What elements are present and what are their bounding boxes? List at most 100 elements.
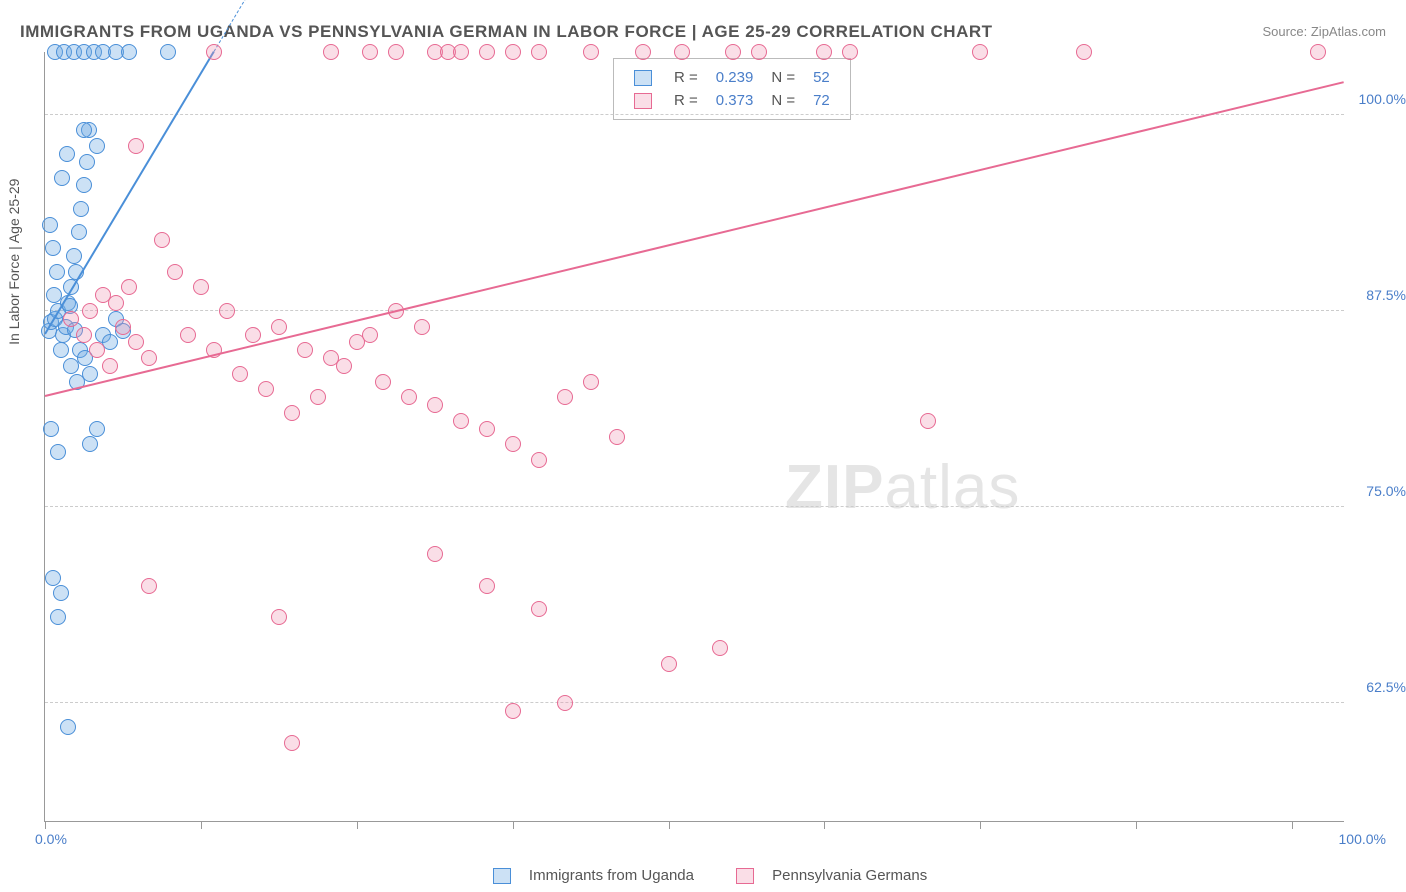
x-axis-tick	[1136, 821, 1137, 829]
legend-row: R =0.373N =72	[626, 90, 838, 111]
gridline	[45, 114, 1344, 115]
data-point	[531, 452, 547, 468]
data-point	[50, 609, 66, 625]
data-point	[479, 578, 495, 594]
data-point	[167, 264, 183, 280]
data-point	[95, 287, 111, 303]
data-point	[102, 358, 118, 374]
data-point	[427, 546, 443, 562]
data-point	[54, 170, 70, 186]
data-point	[59, 146, 75, 162]
data-point	[1076, 44, 1092, 60]
data-point	[43, 421, 59, 437]
data-point	[336, 358, 352, 374]
data-point	[42, 217, 58, 233]
legend-item: Pennsylvania Germans	[722, 867, 927, 884]
x-axis-label-max: 100.0%	[1339, 831, 1386, 847]
data-point	[180, 327, 196, 343]
data-point	[505, 703, 521, 719]
data-point	[82, 366, 98, 382]
data-point	[63, 311, 79, 327]
y-axis-tick-label: 87.5%	[1366, 287, 1406, 303]
watermark-rest: atlas	[884, 453, 1020, 522]
data-point	[401, 389, 417, 405]
data-point	[89, 421, 105, 437]
data-point	[206, 44, 222, 60]
data-point	[583, 374, 599, 390]
data-point	[232, 366, 248, 382]
y-axis-title: In Labor Force | Age 25-29	[6, 179, 22, 345]
data-point	[76, 177, 92, 193]
data-point	[53, 342, 69, 358]
gridline	[45, 702, 1344, 703]
data-point	[388, 44, 404, 60]
chart-title: IMMIGRANTS FROM UGANDA VS PENNSYLVANIA G…	[20, 22, 993, 42]
x-axis-tick	[669, 821, 670, 829]
correlation-legend: R =0.239N =52R =0.373N =72	[613, 58, 851, 120]
x-axis-tick	[824, 821, 825, 829]
data-point	[427, 397, 443, 413]
data-point	[46, 287, 62, 303]
source-attribution: Source: ZipAtlas.com	[1262, 24, 1386, 39]
x-axis-tick	[357, 821, 358, 829]
data-point	[271, 319, 287, 335]
data-point	[71, 224, 87, 240]
data-point	[505, 436, 521, 452]
data-point	[66, 248, 82, 264]
data-point	[842, 44, 858, 60]
y-axis-tick-label: 62.5%	[1366, 679, 1406, 695]
data-point	[725, 44, 741, 60]
data-point	[73, 201, 89, 217]
data-point	[82, 436, 98, 452]
x-axis-tick	[513, 821, 514, 829]
data-point	[45, 240, 61, 256]
data-point	[751, 44, 767, 60]
scatter-chart: ZIPatlas 0.0% 100.0% R =0.239N =52R =0.3…	[44, 52, 1344, 822]
data-point	[661, 656, 677, 672]
data-point	[557, 695, 573, 711]
x-axis-tick	[980, 821, 981, 829]
legend-item: Immigrants from Uganda	[479, 867, 694, 884]
data-point	[258, 381, 274, 397]
data-point	[284, 735, 300, 751]
y-axis-tick-label: 100.0%	[1359, 91, 1406, 107]
regression-line	[45, 81, 1344, 397]
data-point	[115, 319, 131, 335]
watermark: ZIPatlas	[785, 452, 1020, 523]
data-point	[271, 609, 287, 625]
x-axis-tick	[1292, 821, 1293, 829]
data-point	[76, 327, 92, 343]
data-point	[60, 719, 76, 735]
data-point	[128, 334, 144, 350]
data-point	[310, 389, 326, 405]
data-point	[583, 44, 599, 60]
x-axis-tick	[201, 821, 202, 829]
data-point	[193, 279, 209, 295]
data-point	[972, 44, 988, 60]
data-point	[453, 413, 469, 429]
legend-row: R =0.239N =52	[626, 67, 838, 88]
data-point	[284, 405, 300, 421]
x-axis-label-min: 0.0%	[35, 831, 67, 847]
data-point	[79, 154, 95, 170]
data-point	[160, 44, 176, 60]
data-point	[63, 358, 79, 374]
y-axis-tick-label: 75.0%	[1366, 483, 1406, 499]
watermark-bold: ZIP	[785, 453, 884, 522]
data-point	[479, 421, 495, 437]
data-point	[219, 303, 235, 319]
data-point	[479, 44, 495, 60]
series-legend: Immigrants from Uganda Pennsylvania Germ…	[0, 867, 1406, 884]
data-point	[121, 279, 137, 295]
data-point	[712, 640, 728, 656]
data-point	[1310, 44, 1326, 60]
data-point	[121, 44, 137, 60]
gridline	[45, 506, 1344, 507]
data-point	[141, 350, 157, 366]
data-point	[154, 232, 170, 248]
data-point	[920, 413, 936, 429]
data-point	[141, 578, 157, 594]
data-point	[362, 327, 378, 343]
data-point	[816, 44, 832, 60]
data-point	[76, 122, 92, 138]
